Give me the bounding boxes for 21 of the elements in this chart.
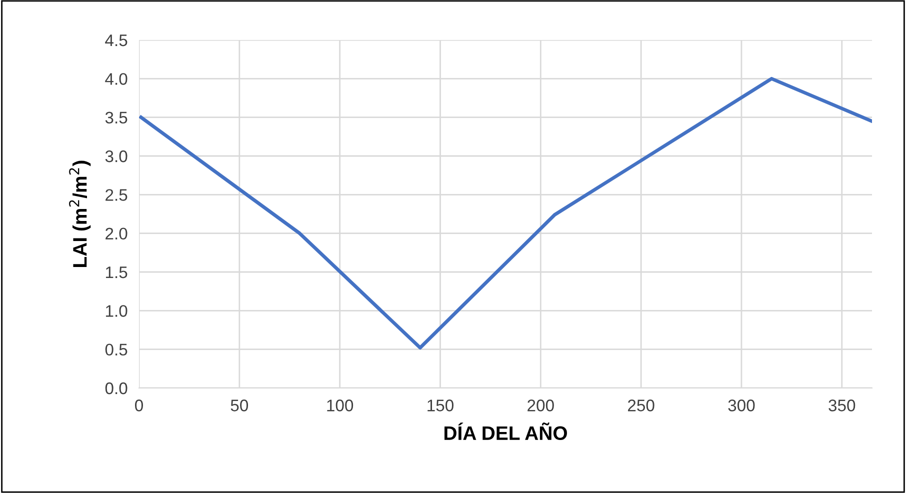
y-tick-label: 3.5	[105, 112, 128, 124]
x-tick-label: 350	[828, 400, 856, 412]
x-tick-label: 100	[327, 400, 354, 412]
line-series	[139, 76, 872, 350]
y-tick-label: 3.0	[105, 150, 128, 162]
y-tick-label: 0.0	[105, 382, 128, 394]
y-tick-label: 0.5	[105, 344, 128, 356]
x-tick-label: 300	[728, 400, 755, 412]
y-tick-label: 2.0	[106, 228, 128, 240]
x-tick-label: 200	[528, 400, 554, 412]
y-tick-label: 2.5	[106, 189, 128, 201]
y-tick-label: 1.5	[106, 266, 128, 278]
y-tick-label: 4.5	[105, 34, 128, 46]
x-axis-title: DÍA DEL AÑO	[444, 422, 567, 440]
y-axis-title: LAI (m$^{2}$/m$^{2}$)	[69, 160, 91, 267]
x-tick-label: 50	[230, 400, 248, 412]
y-tick-label: 4.0	[105, 73, 128, 85]
x-tick-label: 0	[135, 400, 143, 412]
y-tick-label: 1.0	[106, 305, 128, 317]
x-tick-label: 250	[628, 400, 654, 412]
x-tick-label: 150	[428, 400, 454, 412]
